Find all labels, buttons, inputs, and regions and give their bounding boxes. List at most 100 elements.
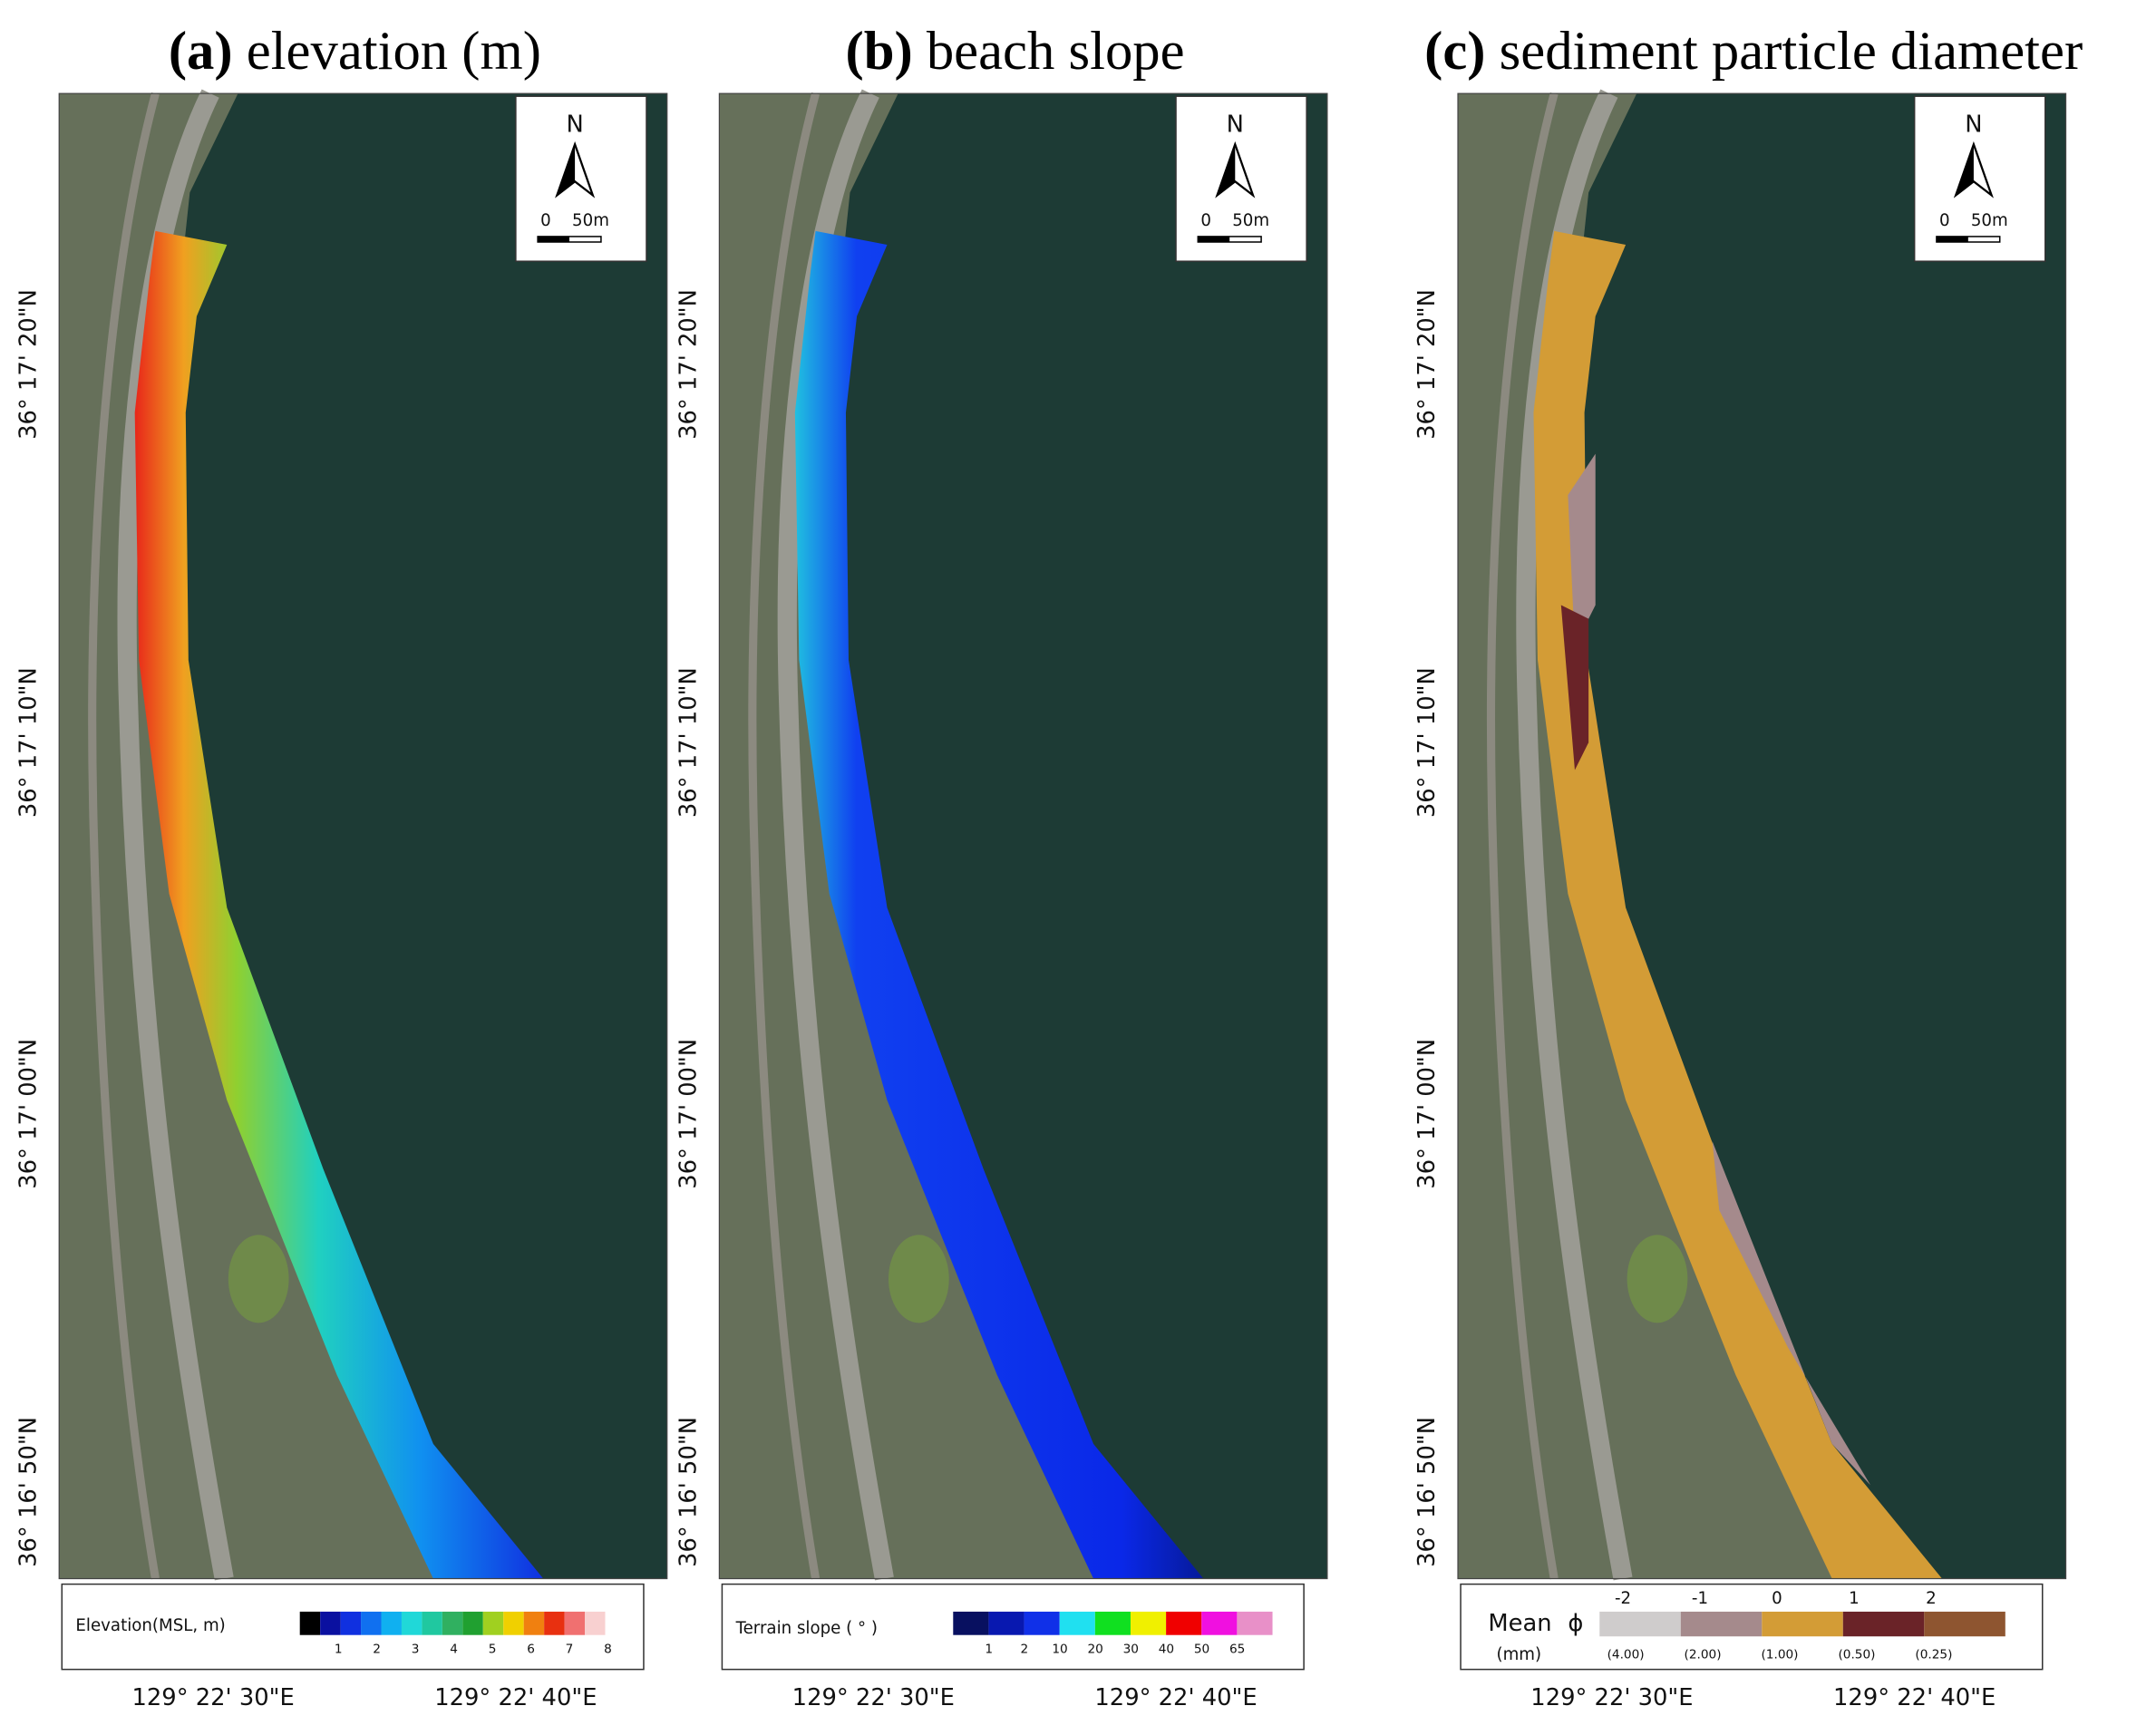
panel-label: (c)	[1424, 21, 1485, 82]
legend-swatch	[361, 1611, 382, 1635]
legend-swatch	[1762, 1611, 1843, 1637]
legend-mm: (1.00)	[1761, 1648, 1798, 1662]
legend-title: Terrain slope ( ° )	[735, 1619, 878, 1638]
road-edge	[1486, 92, 1559, 1580]
scale-bar-fill	[538, 236, 570, 242]
legend-swatch	[544, 1611, 565, 1635]
north-label: N	[566, 111, 583, 139]
panel: (a) elevation (m) N 0 50m 36° 17' 20"N 36° 17…	[15, 21, 668, 1711]
legend-swatch	[482, 1611, 504, 1635]
lat-label: 36° 17' 20"N	[1413, 289, 1441, 440]
lon-label: 129° 22' 40"E	[1833, 1684, 1996, 1711]
panel-title-text: sediment particle diameter	[1500, 21, 2083, 82]
legend-swatch	[988, 1611, 1025, 1635]
lat-label: 36° 16' 50"N	[675, 1417, 703, 1567]
road-edge	[88, 92, 160, 1580]
scale-label: 0	[540, 211, 551, 230]
lon-label: 129° 22' 30"E	[1530, 1684, 1693, 1711]
scale-label: 0	[1939, 211, 1950, 230]
scale-bar-fill	[1198, 236, 1230, 242]
legend-title: Mean	[1488, 1610, 1551, 1637]
lat-label: 36° 17' 10"N	[15, 667, 42, 818]
legend-phi: 2	[1926, 1589, 1937, 1608]
field	[1627, 1235, 1688, 1323]
legend-swatch	[1130, 1611, 1167, 1635]
legend-swatch	[1166, 1611, 1202, 1635]
legend-swatch	[401, 1611, 422, 1635]
legend-phi: -2	[1615, 1589, 1631, 1608]
legend-unit: (mm)	[1496, 1645, 1541, 1664]
legend-tick: 1	[985, 1642, 993, 1656]
legend-swatch	[1237, 1611, 1273, 1635]
lon-label: 129° 22' 40"E	[434, 1684, 597, 1711]
scale-label: 50m	[1232, 211, 1269, 230]
legend-phi: -1	[1692, 1589, 1708, 1608]
legend-swatch	[523, 1611, 545, 1635]
legend-tick: 6	[527, 1642, 535, 1656]
legend-symbol: ϕ	[1568, 1610, 1583, 1637]
legend-phi: 0	[1772, 1589, 1782, 1608]
sediment-zone	[1568, 453, 1596, 646]
legend-swatch	[381, 1611, 402, 1635]
map-frame	[1457, 92, 2067, 1580]
sediment-zone	[1560, 605, 1589, 771]
scale-label: 50m	[1971, 211, 2008, 230]
legend-tick: 20	[1087, 1642, 1102, 1656]
legend-title: Elevation(MSL, m)	[75, 1616, 225, 1635]
scale-bar-fill	[1936, 236, 1968, 242]
beach-data	[1533, 230, 1943, 1579]
legend-swatch	[1094, 1611, 1131, 1635]
lat-label: 36° 16' 50"N	[15, 1417, 42, 1567]
legend-swatch	[564, 1611, 586, 1635]
field	[888, 1235, 949, 1323]
lon-label: 129° 22' 30"E	[792, 1684, 955, 1711]
road-edge	[748, 92, 821, 1580]
legend-swatch	[1924, 1611, 2005, 1637]
scale-label: 0	[1200, 211, 1211, 230]
legend-swatch	[503, 1611, 524, 1635]
map-frame	[718, 92, 1328, 1580]
lat-label: 36° 17' 00"N	[1413, 1039, 1441, 1189]
lon-label: 129° 22' 40"E	[1094, 1684, 1257, 1711]
legend-tick: 2	[373, 1642, 381, 1656]
north-arrow-half	[1956, 144, 1974, 196]
legend-swatch	[585, 1611, 606, 1635]
legend-swatch	[1680, 1611, 1763, 1637]
lat-label: 36° 17' 10"N	[1413, 667, 1441, 818]
legend-tick: 5	[489, 1642, 497, 1656]
legend-swatch	[320, 1611, 341, 1635]
panel-title: (b) beach slope	[846, 21, 1185, 82]
legend-tick: 2	[1021, 1642, 1029, 1656]
panel-title: (a) elevation (m)	[169, 21, 541, 82]
legend-tick: 50	[1194, 1642, 1209, 1656]
legend-tick: 7	[566, 1642, 574, 1656]
legend-tick: 65	[1229, 1642, 1245, 1656]
legend-swatch	[1842, 1611, 1925, 1637]
lat-label: 36° 17' 20"N	[15, 289, 42, 440]
legend-swatch	[340, 1611, 362, 1635]
field	[228, 1235, 289, 1323]
legend-phi: 1	[1849, 1589, 1860, 1608]
legend-tick: 8	[604, 1642, 612, 1656]
legend-swatch	[442, 1611, 463, 1635]
lon-label: 129° 22' 30"E	[132, 1684, 295, 1711]
legend-mm: (2.00)	[1685, 1648, 1722, 1662]
panel-title-text: elevation (m)	[247, 21, 541, 82]
north-label: N	[1227, 111, 1244, 139]
legend-tick: 3	[412, 1642, 420, 1656]
map-frame	[58, 92, 668, 1580]
beach-data	[134, 230, 544, 1579]
legend-swatch	[953, 1611, 989, 1635]
panel-title: (c) sediment particle diameter	[1424, 21, 2083, 82]
north-label: N	[1965, 111, 1982, 139]
panel-title-text: beach slope	[927, 21, 1185, 82]
lat-label: 36° 17' 00"N	[15, 1039, 42, 1189]
legend-tick: 4	[450, 1642, 458, 1656]
scale-label: 50m	[572, 211, 609, 230]
legend-mm: (0.25)	[1915, 1648, 1952, 1662]
legend-swatch	[299, 1611, 321, 1635]
legend-swatch	[1201, 1611, 1238, 1635]
legend-swatch	[1059, 1611, 1095, 1635]
panel: (c) sediment particle diameter N 0 50m 36° 1…	[1413, 21, 2083, 1711]
